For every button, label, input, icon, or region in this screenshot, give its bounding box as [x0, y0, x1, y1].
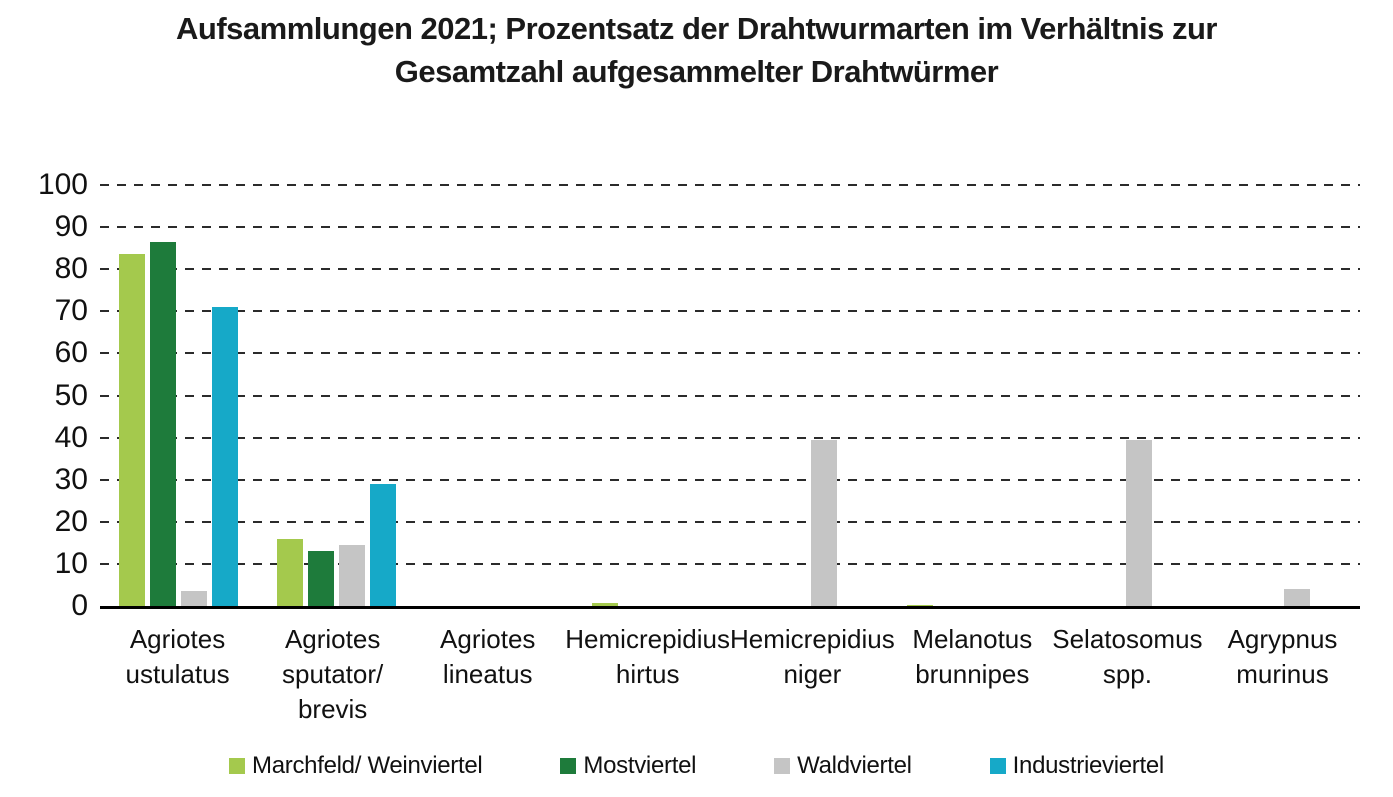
x-axis-label: Agriotes lineatus: [440, 624, 536, 690]
x-axis-line: [100, 606, 1360, 609]
legend: Marchfeld/ Weinviertel Mostviertel Waldvie…: [0, 752, 1393, 780]
plot-area: [100, 184, 1361, 609]
bar-group-5: [730, 185, 888, 606]
bar-group-6: [888, 185, 1046, 606]
x-axis-label: Hemicrepidius niger: [730, 624, 895, 690]
gridline-40: [100, 436, 1360, 439]
legend-swatch-icon: [560, 758, 577, 774]
legend-item: Marchfeld/ Weinviertel: [229, 752, 483, 780]
legend-swatch-icon: [229, 758, 246, 774]
legend-label: Mostviertel: [583, 752, 697, 779]
bar: [276, 538, 303, 606]
y-tick-label-80: 80: [54, 252, 88, 286]
bar: [1283, 589, 1310, 606]
bar: [307, 551, 334, 606]
chart-title-line2: Gesamtzahl aufgesammelter Drahtwürmer: [394, 53, 999, 89]
x-axis-label: Agriotes sputator/ brevis: [282, 624, 384, 725]
bar-group-8: [1203, 185, 1361, 606]
chart-title-line1: Aufsammlungen 2021; Prozentsatz der Drah…: [176, 11, 1217, 46]
y-tick-label-20: 20: [54, 504, 88, 538]
bar: [181, 591, 208, 606]
y-axis: 0 10 20 30 40 50 60 70 80 90 100: [0, 170, 88, 621]
y-tick-label-90: 90: [54, 210, 88, 244]
y-tick-label-30: 30: [54, 462, 88, 496]
legend-label: Marchfeld/ Weinviertel: [252, 752, 483, 779]
x-axis-label: Melanotus brunnipes: [912, 624, 1033, 690]
chart-title: Aufsammlungen 2021; Prozentsatz der Drah…: [0, 8, 1393, 94]
y-tick-label-10: 10: [54, 546, 88, 580]
gridline-50: [100, 394, 1360, 397]
y-tick-label-100: 100: [37, 168, 88, 201]
y-tick-label-0: 0: [71, 589, 88, 622]
bar: [119, 254, 146, 606]
bar: [150, 241, 177, 606]
bar-group-4: [573, 185, 731, 606]
legend-item: Mostviertel: [560, 752, 696, 780]
gridline-90: [100, 226, 1360, 229]
bar: [212, 307, 239, 606]
x-axis-label: Agrypnus murinus: [1227, 624, 1338, 690]
bar-group-7: [1045, 185, 1203, 606]
bar: [369, 483, 396, 606]
gridline-60: [100, 352, 1360, 355]
bar-group-1: [100, 185, 258, 606]
bar-group-2: [258, 185, 416, 606]
gridline-10: [100, 562, 1360, 565]
bar: [811, 439, 838, 606]
bar: [338, 544, 365, 606]
legend-swatch-icon: [989, 758, 1006, 774]
gridline-20: [100, 520, 1360, 523]
y-tick-label-70: 70: [54, 294, 88, 328]
x-axis-labels: Agriotes ustulatus Agriotes sputator/ bre…: [100, 622, 1360, 727]
legend-item: Industrieviertel: [989, 752, 1165, 780]
gridline-30: [100, 478, 1360, 481]
bar-group-3: [415, 185, 573, 606]
gridline-70: [100, 310, 1360, 313]
x-axis-label: Hemicrepidius hirtus: [565, 624, 731, 690]
x-axis-label: Agriotes ustulatus: [125, 624, 230, 690]
gridline-100: [100, 184, 1360, 186]
y-tick-label-40: 40: [54, 420, 88, 454]
x-axis-label: Selatosomus spp.: [1052, 624, 1203, 690]
y-tick-label-50: 50: [54, 378, 88, 412]
y-tick-label-60: 60: [54, 336, 88, 370]
bar: [906, 604, 933, 606]
legend-label: Waldviertel: [797, 752, 912, 779]
bar: [1126, 439, 1153, 606]
gridline-80: [100, 268, 1360, 271]
legend-swatch-icon: [774, 758, 791, 774]
legend-item: Waldviertel: [774, 752, 912, 780]
bar: [591, 603, 618, 606]
legend-label: Industrieviertel: [1012, 752, 1165, 779]
